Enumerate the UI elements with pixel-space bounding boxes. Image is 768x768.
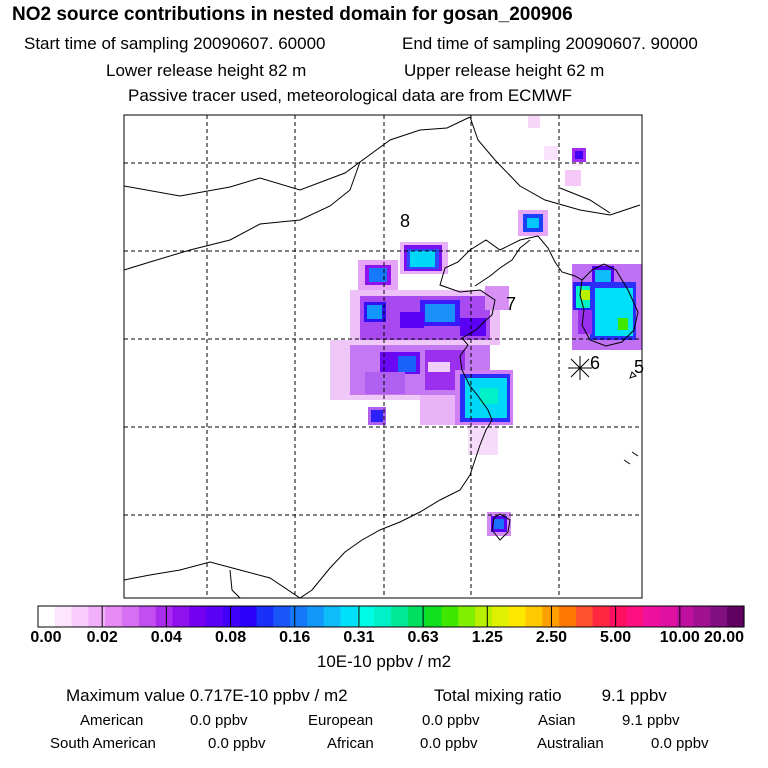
colorbar-swatch (592, 606, 611, 627)
colorbar-swatch (475, 606, 493, 627)
colorbar-tick-label: 0.16 (279, 629, 311, 646)
colorbar-swatch (407, 606, 426, 627)
colorbar-swatch (525, 606, 543, 627)
colorbar-swatch (323, 606, 342, 627)
colorbar-swatch (172, 606, 190, 627)
colorbar-frame (37, 605, 745, 628)
colorbar-swatch (441, 606, 459, 627)
colorbar-swatch (155, 606, 174, 627)
marker-8: 8 (400, 211, 410, 231)
lower-release-height: Lower release height 82 m (106, 61, 307, 80)
total-mixing-ratio: Total mixing ratio 9.1 ppbv (434, 686, 667, 706)
marker-7: 7 (506, 294, 516, 314)
colorbar-swatch (710, 606, 728, 627)
colorbar-swatch (105, 606, 123, 627)
colorbar-swatch (676, 606, 695, 627)
total-value: 9.1 ppbv (601, 686, 667, 705)
colorbar-tick-label: 5.00 (600, 629, 632, 646)
colorbar-swatch (138, 606, 157, 627)
colorbar-swatch (206, 606, 224, 627)
colorbar-swatch (391, 606, 409, 627)
colorbar-tick-label: 0.63 (407, 629, 439, 646)
marker-5: 5 (634, 357, 644, 377)
region-south-american-value: 0.0 ppbv (208, 735, 266, 752)
colorbar-tick-label: 1.25 (471, 629, 503, 646)
colorbar-swatch (424, 606, 443, 627)
colorbar-swatch (71, 606, 90, 627)
total-label: Total mixing ratio (434, 686, 562, 705)
colorbar-unit: 10E-10 ppbv / m2 (316, 652, 452, 671)
map-frame (123, 114, 643, 599)
region-european-name: European (308, 712, 374, 729)
marker-6: 6 (590, 353, 600, 373)
map-title: NO2 source contributions in nested domai… (12, 4, 573, 25)
colorbar-swatch (626, 606, 644, 627)
colorbar (38, 606, 745, 627)
region-asian-value: 9.1 ppbv (622, 712, 680, 729)
station-star-icon (568, 356, 592, 380)
colorbar-swatch (693, 606, 711, 627)
colorbar-swatch (273, 606, 291, 627)
colorbar-swatch (189, 606, 207, 627)
end-time-label: End time of sampling 20090607. 90000 (402, 34, 698, 53)
colorbar-tick-label: 0.04 (150, 629, 182, 646)
colorbar-swatch (122, 606, 140, 627)
region-african-name: African (327, 735, 374, 752)
colorbar-swatch (357, 606, 375, 627)
colorbar-swatch (374, 606, 392, 627)
region-australian-name: Australian (537, 735, 604, 752)
colorbar-swatch (88, 606, 106, 627)
colorbar-swatch (38, 606, 56, 627)
colorbar-swatch (222, 606, 241, 627)
colorbar-swatch (290, 606, 308, 627)
colorbar-swatch (727, 606, 745, 627)
colorbar-swatch (239, 606, 258, 627)
lat-lon-grid (124, 115, 642, 598)
region-american-value: 0.0 ppbv (190, 712, 248, 729)
colorbar-swatch (306, 606, 325, 627)
colorbar-tick-label: 10.00 (659, 629, 700, 646)
colorbar-tick-label: 2.50 (535, 629, 568, 646)
colorbar-tick-label: 0.00 (30, 629, 62, 646)
tracer-note: Passive tracer used, meteorological data… (128, 86, 573, 105)
colorbar-tick-label: 0.02 (86, 629, 118, 646)
start-time-label: Start time of sampling 20090607. 60000 (24, 34, 326, 53)
colorbar-swatch (54, 606, 73, 627)
colorbar-swatch (340, 606, 358, 627)
colorbar-swatch (559, 606, 577, 627)
region-european-value: 0.0 ppbv (422, 712, 480, 729)
upper-release-height: Upper release height 62 m (404, 61, 605, 80)
colorbar-swatch (256, 606, 274, 627)
region-asian-name: Asian (538, 712, 576, 729)
colorbar-tick-label: 20.00 (703, 629, 745, 646)
colorbar-swatch (643, 606, 661, 627)
maximum-value: Maximum value 0.717E-10 ppbv / m2 (66, 686, 348, 705)
region-american-name: American (80, 712, 144, 729)
region-african-value: 0.0 ppbv (420, 735, 478, 752)
region-australian-value: 0.0 ppbv (651, 735, 709, 752)
colorbar-tick-label: 0.31 (343, 629, 375, 646)
colorbar-swatch (659, 606, 678, 627)
colorbar-swatch (458, 606, 476, 627)
colorbar-tick-label: 0.08 (214, 629, 247, 646)
colorbar-swatch (491, 606, 510, 627)
region-south-american-name: South American (50, 735, 156, 752)
colorbar-swatch (575, 606, 594, 627)
colorbar-swatch (609, 606, 627, 627)
coastline (124, 116, 641, 598)
colorbar-swatch (508, 606, 527, 627)
